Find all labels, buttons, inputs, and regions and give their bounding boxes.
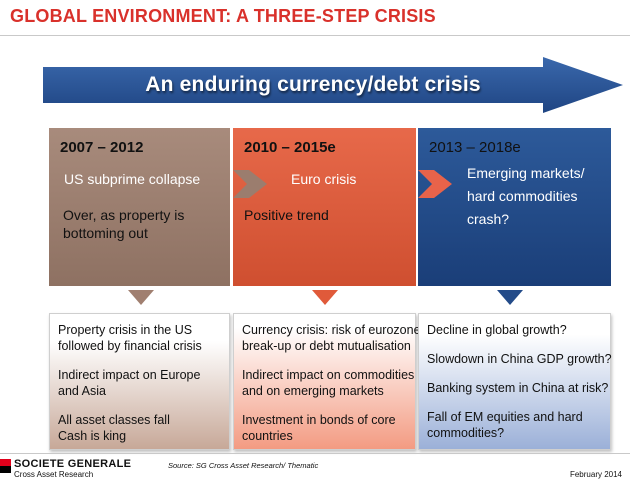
detail-line: commodities? (427, 426, 505, 440)
detail-line: break-up or debt mutualisation (242, 339, 411, 353)
phase-heading-line: hard commodities (467, 188, 578, 204)
phase-note-line: Over, as property is (63, 207, 185, 223)
brand-name: SOCIETE GENERALE (14, 458, 132, 470)
crisis-banner-arrow: An enduring currency/debt crisis (43, 57, 623, 113)
detail-line: Currency crisis: risk of eurozone (242, 323, 421, 337)
detail-line: Slowdown in China GDP growth? (427, 352, 612, 366)
detail-line: All asset classes fall (58, 413, 170, 427)
detail-box-2010-2015: Currency crisis: risk of eurozone break-… (233, 313, 421, 450)
transition-chevron-icon (233, 170, 267, 198)
detail-line: and on emerging markets (242, 384, 384, 398)
detail-line: Fall of EM equities and hard (427, 410, 583, 424)
phase-note: Over, as property is bottoming out (63, 206, 220, 242)
phase-note: Positive trend (244, 206, 406, 224)
detail-line: countries (242, 429, 293, 443)
phase-period: 2007 – 2012 (60, 139, 144, 156)
detail-line: and Asia (58, 384, 106, 398)
detail-box-2007-2012: Property crisis in the US followed by fi… (49, 313, 230, 450)
detail-line: Decline in global growth? (427, 323, 567, 337)
phase-note-line: bottoming out (63, 225, 148, 241)
down-triangle-icon (128, 290, 154, 305)
footer-date: February 2014 (569, 470, 622, 479)
phase-box-2013-2018: 2013 – 2018e Emerging markets/ hard comm… (418, 128, 611, 286)
banner-text: An enduring currency/debt crisis (145, 73, 481, 96)
down-triangle-icon (497, 290, 523, 305)
phase-note-line: Positive trend (244, 207, 329, 223)
detail-line: Cash is king (58, 429, 127, 443)
phase-heading-line: US subprime collapse (64, 171, 201, 187)
down-triangle-icon (312, 290, 338, 305)
source-note: Source: SG Cross Asset Research/ Themati… (168, 461, 319, 470)
detail-line: Banking system in China at risk? (427, 381, 609, 395)
brand-logo-red-square (0, 459, 11, 466)
title-divider (0, 35, 630, 36)
phase-heading: US subprime collapse (64, 170, 220, 188)
phase-heading: Emerging markets/ hard commodities crash… (467, 162, 601, 231)
phase-heading: Euro crisis (291, 170, 406, 188)
phase-period: 2010 – 2015e (244, 139, 336, 156)
brand-logo-black-square (0, 466, 11, 473)
slide-title: GLOBAL ENVIRONMENT: A THREE-STEP CRISIS (10, 6, 436, 26)
detail-line: Property crisis in the US (58, 323, 193, 337)
phase-heading-line: Euro crisis (291, 171, 357, 187)
detail-line: Investment in bonds of core (242, 413, 396, 427)
brand-subtitle: Cross Asset Research (14, 470, 94, 479)
phase-box-2007-2012: 2007 – 2012 US subprime collapse Over, a… (49, 128, 230, 286)
detail-line: followed by financial crisis (58, 339, 202, 353)
banner-arrow-shape (43, 57, 623, 113)
phase-period: 2013 – 2018e (429, 139, 521, 156)
detail-line: Indirect impact on commodities (242, 368, 415, 382)
footer-divider (0, 453, 630, 454)
detail-box-2013-2018: Decline in global growth? Slowdown in Ch… (418, 313, 612, 450)
phase-box-2010-2015: 2010 – 2015e Euro crisis Positive trend (233, 128, 416, 286)
detail-line: Indirect impact on Europe (58, 368, 201, 382)
phase-heading-line: Emerging markets/ (467, 165, 585, 181)
transition-chevron-icon (418, 170, 452, 198)
phase-heading-line: crash? (467, 211, 510, 227)
